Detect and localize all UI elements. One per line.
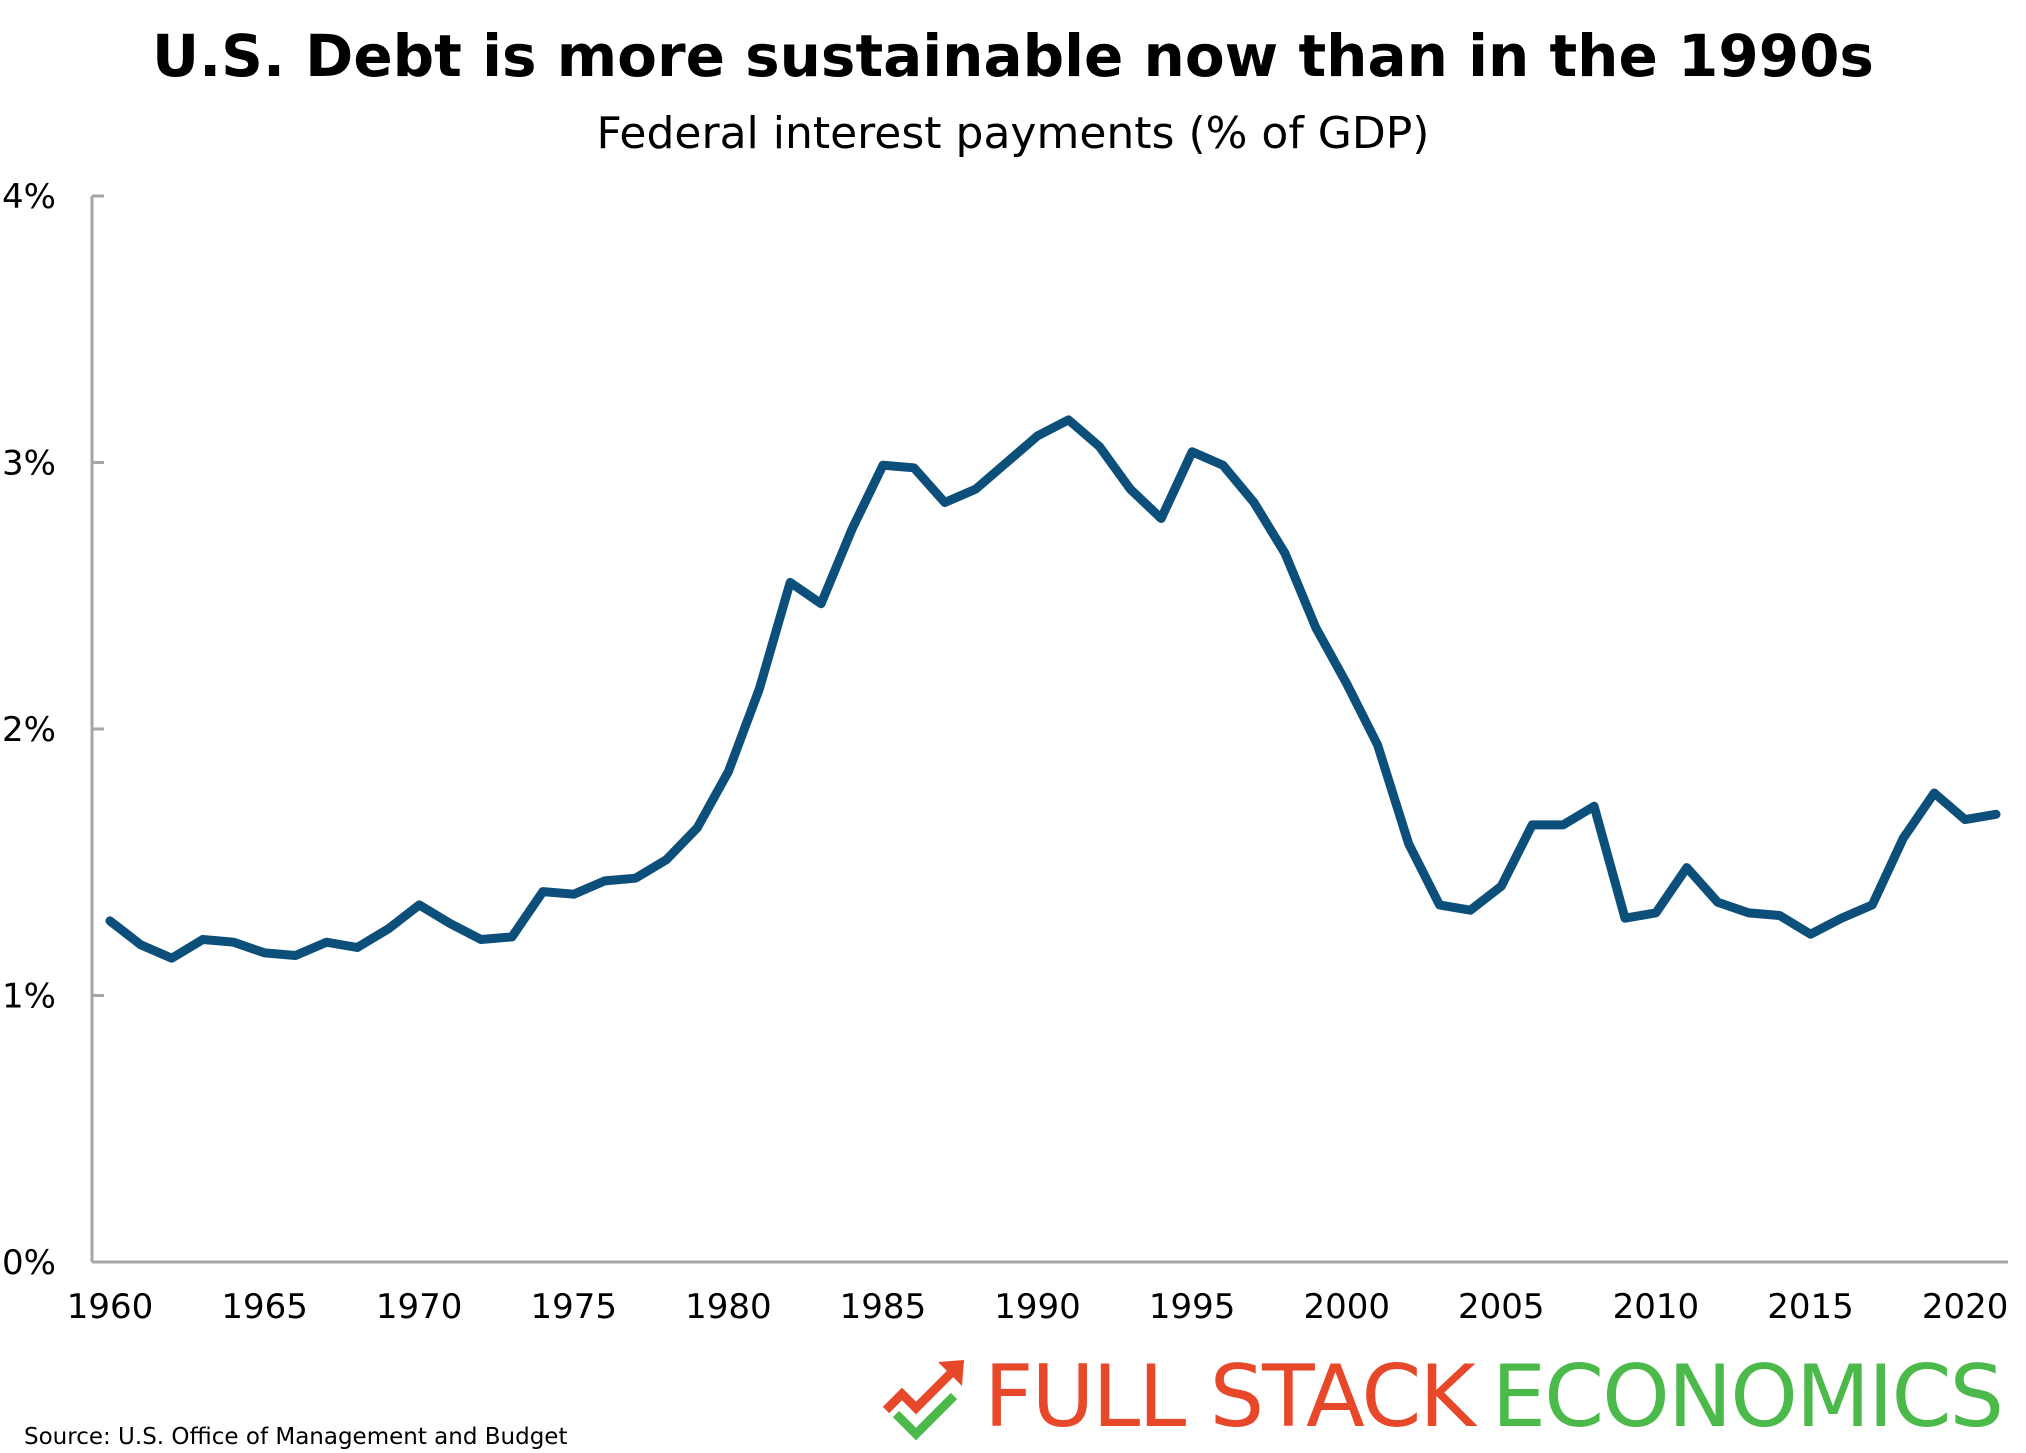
x-tick-label: 2010 [1613,1287,1700,1327]
x-tick-label: 1975 [531,1287,618,1327]
x-tick-label: 1980 [685,1287,772,1327]
x-tick-label: 1970 [376,1287,463,1327]
x-tick-label: 1995 [1149,1287,1236,1327]
y-tick-label: 0% [2,1243,56,1283]
chart-subtitle: Federal interest payments (% of GDP) [596,108,1430,159]
y-tick-label: 4% [2,177,56,217]
x-tick-label: 2000 [1303,1287,1390,1327]
chart-title: U.S. Debt is more sustainable now than i… [152,22,1874,90]
y-tick-label: 3% [2,444,56,484]
y-tick-label: 1% [2,977,56,1017]
brand-logo: FULL STACK ECONOMICS [880,1347,2004,1447]
x-tick-label: 1985 [840,1287,927,1327]
x-tick-labels: 1960 1965 1970 1975 1980 1985 1990 1995 2000 2005… [67,1287,2009,1327]
source-note: Source: U.S. Office of Management and Bu… [24,1424,568,1450]
x-tick-label: 1960 [67,1287,154,1327]
x-tick-label: 1965 [221,1287,308,1327]
chart-axes [90,194,2008,1264]
brand-word-economics: ECONOMICS [1491,1347,2004,1447]
x-tick-label: 2005 [1458,1287,1545,1327]
x-tick-label: 2020 [1922,1287,2009,1327]
trend-arrow-check-icon [882,1360,964,1441]
y-tick-label: 2% [2,710,56,750]
series-layer [105,415,2001,963]
x-tick-label: 1990 [994,1287,1081,1327]
brand-word-full-stack: FULL STACK [984,1347,1476,1447]
y-tick-labels: 0% 1% 2% 3% 4% [2,177,56,1283]
x-tick-label: 2015 [1767,1287,1854,1327]
series-line-interest-payments [105,415,2001,963]
